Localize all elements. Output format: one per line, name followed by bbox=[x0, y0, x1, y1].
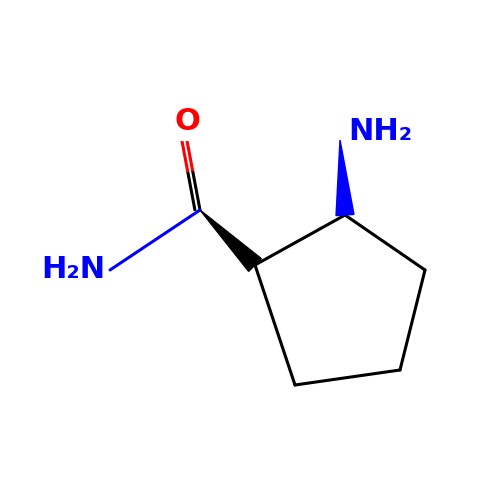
Polygon shape bbox=[200, 210, 262, 272]
Polygon shape bbox=[336, 140, 354, 216]
Text: H₂N: H₂N bbox=[41, 256, 105, 284]
Text: NH₂: NH₂ bbox=[348, 118, 412, 146]
Text: O: O bbox=[174, 108, 200, 136]
